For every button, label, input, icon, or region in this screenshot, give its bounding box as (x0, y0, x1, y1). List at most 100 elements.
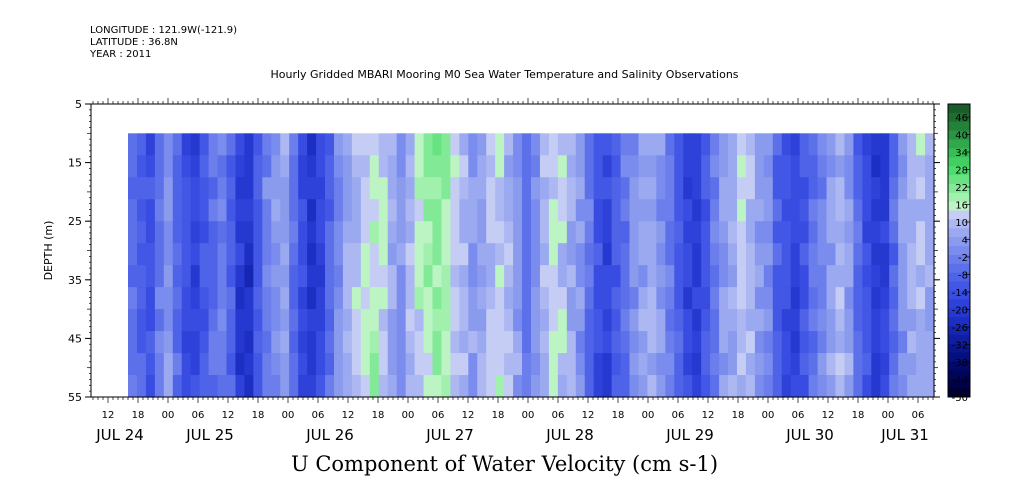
heatmap-cell (701, 155, 711, 178)
colorbar-level (948, 334, 970, 345)
heatmap-cell (495, 155, 505, 178)
heatmap-cell (244, 221, 254, 244)
heatmap-cell (898, 155, 908, 178)
heatmap-cell (745, 375, 756, 398)
colorbar-label: -44 (952, 376, 968, 387)
heatmap-cell (754, 375, 765, 398)
heatmap-cell (441, 155, 451, 178)
heatmap-cell (584, 177, 595, 200)
heatmap-cell (817, 177, 828, 200)
heatmap-cell (522, 177, 532, 200)
heatmap-cell (629, 287, 640, 310)
heatmap-cell (871, 375, 881, 398)
heatmap-cell (611, 199, 622, 222)
heatmap-cell (136, 177, 147, 200)
heatmap-cell (557, 309, 568, 332)
heatmap-cell (405, 287, 416, 310)
heatmap-cell (745, 265, 756, 288)
heatmap-cell (862, 155, 872, 178)
heatmap-cell (889, 309, 899, 332)
heatmap-cell (593, 331, 604, 354)
heatmap-cell (280, 155, 290, 178)
heatmap-cell (710, 243, 720, 266)
heatmap-cell (745, 155, 756, 178)
heatmap-cell (190, 221, 201, 244)
heatmap-cell (620, 353, 631, 376)
heatmap-cell (853, 221, 863, 244)
heatmap-cell (441, 309, 451, 332)
heatmap-cell (468, 155, 478, 178)
heatmap-cell (414, 375, 425, 398)
heatmap-cell (656, 155, 666, 178)
heatmap-cell (360, 155, 371, 178)
heatmap-cell (280, 309, 290, 332)
heatmap-cell (495, 331, 505, 354)
heatmap-cell (548, 243, 559, 266)
heatmap-cell (414, 177, 425, 200)
heatmap-cell (307, 133, 317, 156)
heatmap-cell (674, 265, 684, 288)
heatmap-cell (244, 309, 254, 332)
heatmap-cell (745, 177, 756, 200)
heatmap-cell (557, 265, 568, 288)
heatmap-cell (316, 199, 326, 222)
heatmap-cell (271, 155, 281, 178)
heatmap-cell (539, 353, 550, 376)
heatmap-cell (745, 221, 756, 244)
heatmap-cell (665, 155, 675, 178)
heatmap-cell (136, 353, 147, 376)
heatmap-cell (280, 287, 290, 310)
heatmap-cell (638, 309, 649, 332)
x-hour-label: 06 (912, 410, 925, 421)
heatmap-cell (423, 331, 434, 354)
heatmap-cell (710, 133, 720, 156)
heatmap-cell (262, 287, 272, 310)
heatmap-cell (486, 309, 496, 332)
heatmap-cell (513, 177, 523, 200)
colorbar-label: 34 (955, 148, 968, 159)
heatmap-cell (217, 177, 228, 200)
heatmap-cell (378, 375, 389, 398)
heatmap-cell (414, 265, 425, 288)
x-day-label: JUL 24 (95, 426, 144, 444)
heatmap-cell (522, 287, 532, 310)
heatmap-cell (665, 221, 675, 244)
heatmap-cell (889, 353, 899, 376)
heatmap-cell (387, 353, 398, 376)
heatmap-cell (566, 177, 577, 200)
heatmap-cell (289, 243, 299, 266)
heatmap-cell (244, 133, 254, 156)
heatmap-cell (620, 177, 631, 200)
heatmap-cell (531, 155, 541, 178)
heatmap-cell (190, 287, 201, 310)
heatmap-cell (253, 375, 263, 398)
heatmap-cell (862, 133, 872, 156)
heatmap-cell (477, 309, 487, 332)
heatmap-cell (253, 177, 263, 200)
heatmap-cell (683, 133, 693, 156)
heatmap-cell (808, 177, 819, 200)
heatmap-cell (710, 375, 720, 398)
heatmap-cell (826, 155, 837, 178)
colorbar-level (948, 370, 970, 380)
heatmap-cell (557, 199, 568, 222)
heatmap-cell (181, 331, 192, 354)
x-hour-label: 06 (792, 410, 805, 421)
heatmap-cell (692, 177, 702, 200)
heatmap-cell (754, 265, 765, 288)
heatmap-cell (486, 353, 496, 376)
x-day-label: JUL 26 (305, 426, 354, 444)
heatmap-cell (880, 155, 890, 178)
heatmap-cell (136, 199, 147, 222)
heatmap-cell (790, 243, 801, 266)
heatmap-cell (280, 133, 290, 156)
x-hour-label: 18 (492, 410, 505, 421)
heatmap-cell (325, 375, 335, 398)
colorbar-level (948, 112, 970, 123)
heatmap-cell (477, 243, 487, 266)
heatmap-cell (531, 199, 541, 222)
heatmap-cell (871, 177, 881, 200)
heatmap-cell (548, 155, 559, 178)
heatmap-cell (808, 309, 819, 332)
heatmap-cell (656, 287, 666, 310)
